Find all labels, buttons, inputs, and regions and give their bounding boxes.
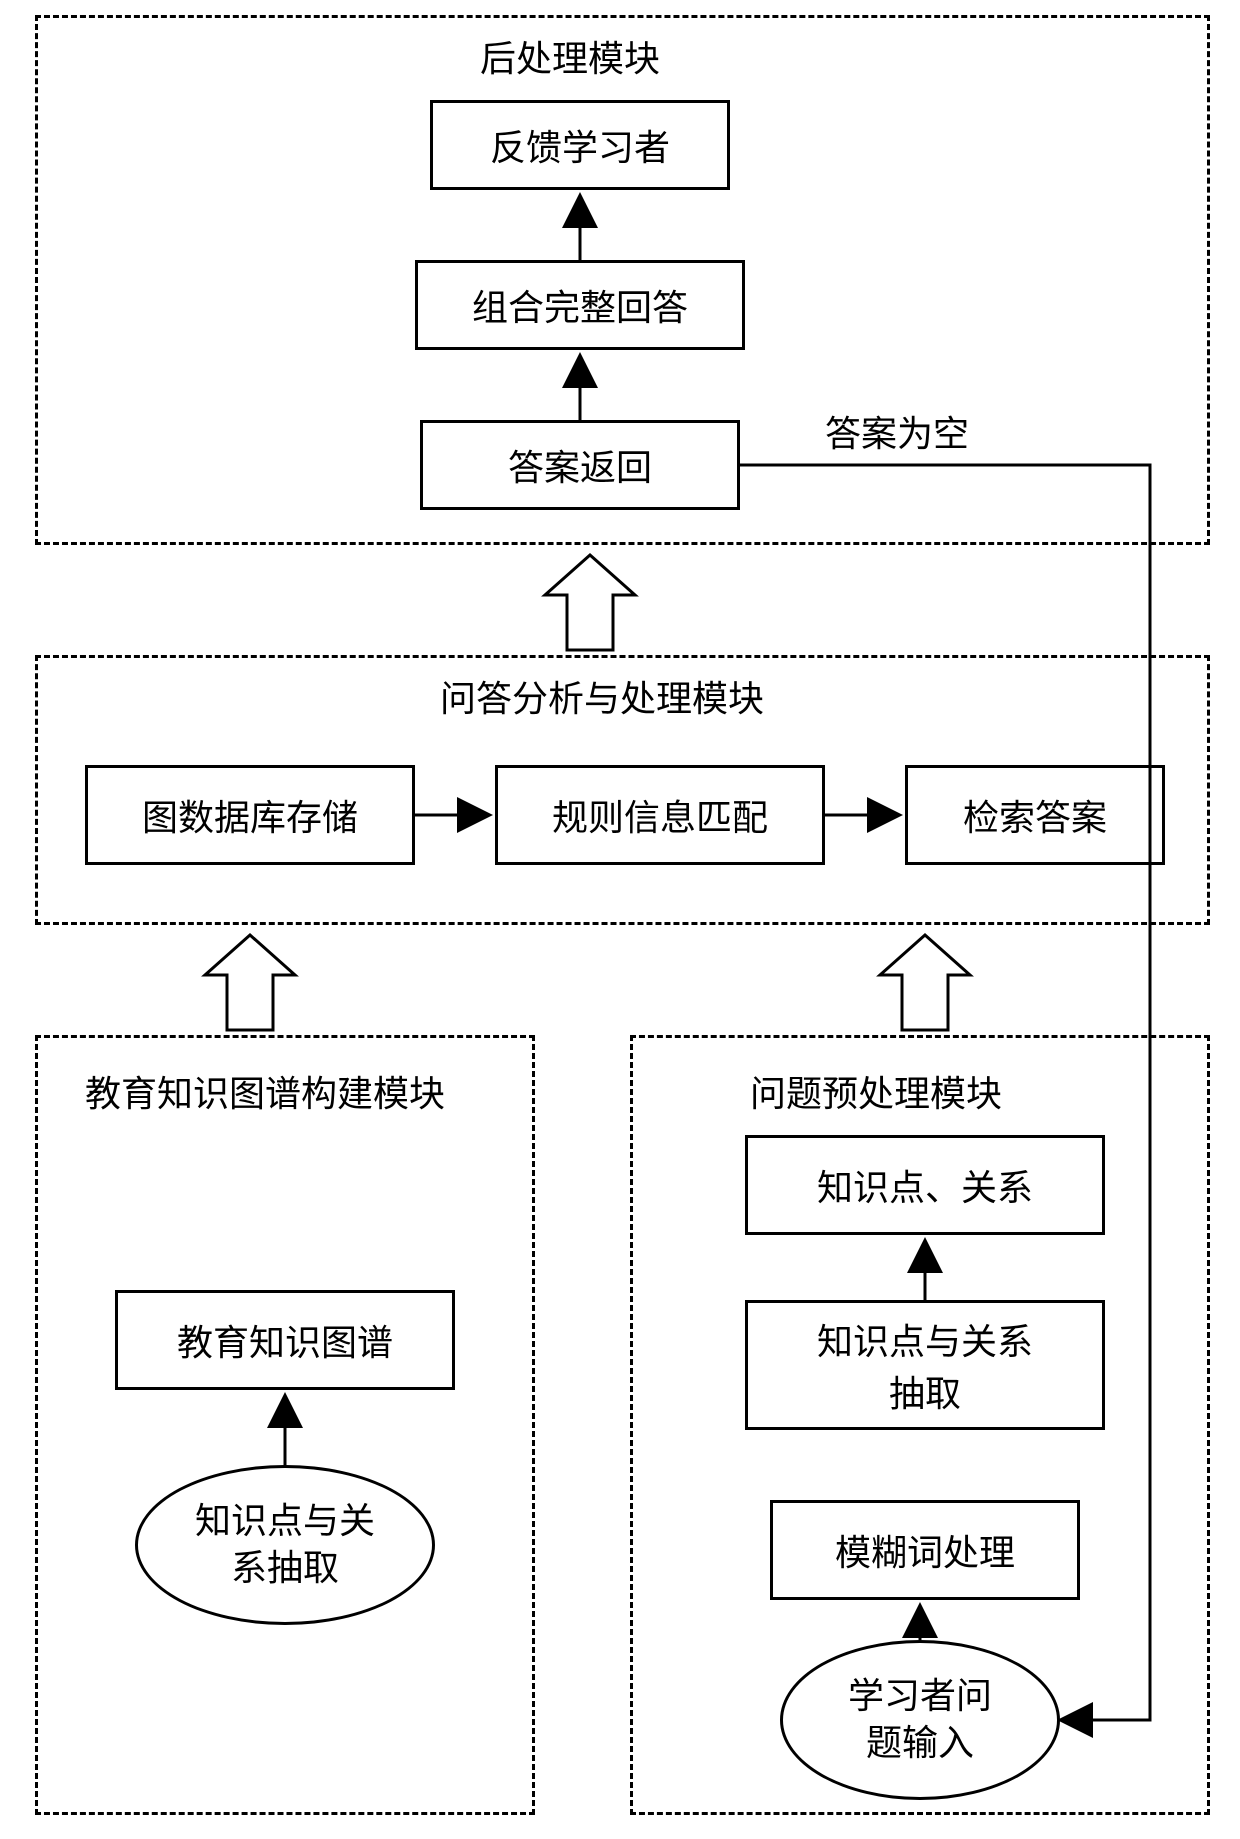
node-rule-match: 规则信息匹配 [495, 765, 825, 865]
module-title-postprocess: 后处理模块 [480, 30, 660, 82]
block-arrow-pre-to-qa [880, 935, 970, 1030]
module-title-kg-build: 教育知识图谱构建模块 [85, 1065, 445, 1117]
module-title-qa-analysis: 问答分析与处理模块 [440, 670, 764, 722]
node-kp-rel: 知识点、关系 [745, 1135, 1105, 1235]
edge-label-empty-answer: 答案为空 [825, 405, 969, 457]
node-learner-input-label: 学习者问 题输入 [848, 1673, 992, 1767]
module-title-preprocess: 问题预处理模块 [750, 1065, 1002, 1117]
module-kg-build [35, 1035, 535, 1815]
node-combine: 组合完整回答 [415, 260, 745, 350]
node-edu-kg: 教育知识图谱 [115, 1290, 455, 1390]
node-kp-rel-extract-kg: 知识点与关 系抽取 [135, 1465, 435, 1625]
node-feedback: 反馈学习者 [430, 100, 730, 190]
node-fuzzy: 模糊词处理 [770, 1500, 1080, 1600]
block-arrow-qa-to-post [545, 555, 635, 650]
node-kp-rel-extract: 知识点与关系 抽取 [745, 1300, 1105, 1430]
node-graph-db: 图数据库存储 [85, 765, 415, 865]
block-arrow-kg-to-qa [205, 935, 295, 1030]
node-kp-rel-extract-label: 知识点与关系 抽取 [817, 1313, 1033, 1417]
node-answer-return: 答案返回 [420, 420, 740, 510]
node-retrieve: 检索答案 [905, 765, 1165, 865]
node-learner-input: 学习者问 题输入 [780, 1640, 1060, 1800]
node-kp-rel-extract-kg-label: 知识点与关 系抽取 [195, 1498, 375, 1592]
